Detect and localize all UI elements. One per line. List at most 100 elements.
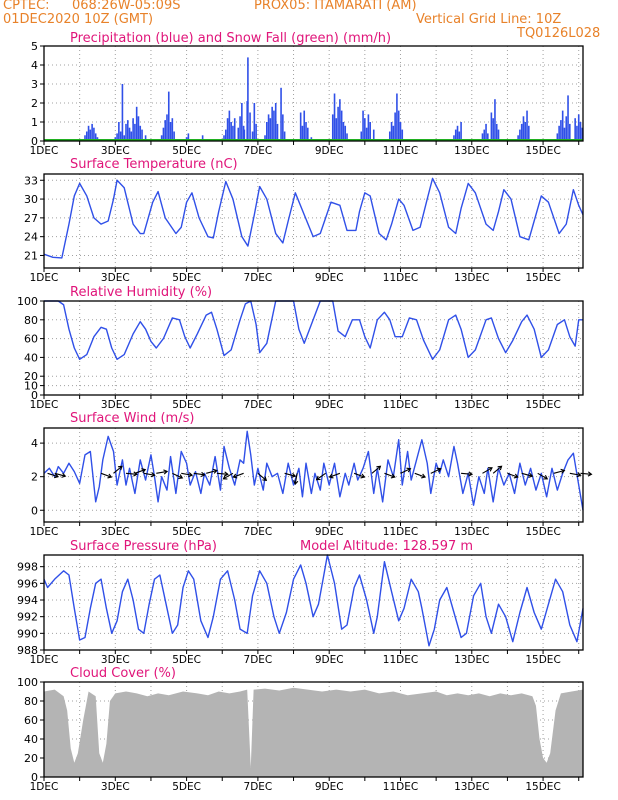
y-tick-label: 60 xyxy=(24,333,38,346)
y-tick-label: 21 xyxy=(24,249,38,262)
precipitation-bar xyxy=(497,129,500,141)
wind-arrow xyxy=(125,471,138,477)
wind-arrow-head xyxy=(188,472,194,478)
x-tick-label: 7DEC xyxy=(244,145,273,157)
y-tick-label: 40 xyxy=(24,351,38,364)
precipitation-bar xyxy=(87,125,90,141)
precipitation-bar xyxy=(226,118,229,141)
precipitation-bar xyxy=(362,110,364,141)
precipitation-bar xyxy=(267,114,270,141)
x-tick-label: 13DEC xyxy=(454,781,489,793)
precipitation-bar xyxy=(401,129,404,141)
panel-frame xyxy=(43,300,584,396)
precipitation-bar xyxy=(331,114,334,141)
precipitation-bar xyxy=(239,116,241,141)
header-grid-line: Vertical Grid Line: 10Z xyxy=(416,12,562,27)
panel-title: Relative Humidity (%) xyxy=(70,285,212,300)
x-tick-label: 9DEC xyxy=(315,781,344,793)
precipitation-bar xyxy=(561,110,564,141)
precipitation-bar xyxy=(89,129,92,141)
y-tick-label: 4 xyxy=(31,59,38,72)
wind-arrow-head xyxy=(528,472,534,478)
y-tick-label: 5 xyxy=(31,40,38,53)
x-tick-label: 13DEC xyxy=(454,145,489,157)
precipitation-bar xyxy=(123,135,126,141)
wind-arrow-head xyxy=(133,471,138,477)
wind-arrow xyxy=(553,468,566,474)
y-tick-label: 60 xyxy=(24,714,38,727)
precipitation-bar xyxy=(579,122,582,141)
precipitation-bar xyxy=(160,135,163,141)
precipitation-bar xyxy=(251,131,254,141)
wind-arrow-head xyxy=(376,465,382,471)
wind-arrow-shaft xyxy=(233,472,244,478)
precipitation-bar xyxy=(93,127,95,141)
wind-arrow xyxy=(284,472,297,478)
x-tick-label: 15DEC xyxy=(525,145,560,157)
precipitation-bar xyxy=(241,103,243,141)
wind-arrow-shaft xyxy=(482,467,493,474)
x-tick-label: 15DEC xyxy=(525,526,560,538)
x-tick-label: 13DEC xyxy=(454,526,489,538)
precipitation-bar xyxy=(166,114,168,141)
y-tick-label: 100 xyxy=(17,676,38,689)
wind-arrow xyxy=(384,472,396,479)
precipitation-bar xyxy=(283,131,286,141)
wind-arrow-shaft xyxy=(284,472,296,477)
x-tick-label: 5DEC xyxy=(172,654,201,666)
wind-arrow xyxy=(257,472,268,482)
y-tick-label: 996 xyxy=(17,577,38,590)
wind-arrow-head xyxy=(406,467,412,473)
precipitation-bar xyxy=(144,135,147,141)
wind-arrow xyxy=(482,467,493,474)
wind-arrow xyxy=(181,472,194,478)
panel-frame xyxy=(43,427,584,523)
y-tick-label: 24 xyxy=(24,231,38,244)
x-tick-label: 11DEC xyxy=(383,399,418,411)
precipitation-bar xyxy=(524,122,527,141)
wind-arrow-head xyxy=(163,469,169,475)
wind-arrow-head xyxy=(543,475,549,480)
wind-arrow-shaft xyxy=(414,472,426,478)
panel-title: Surface Temperature (nC) xyxy=(70,157,238,172)
precipitation-bar xyxy=(141,129,143,141)
x-tick-label: 9DEC xyxy=(315,526,344,538)
precipitation-bar xyxy=(397,110,400,141)
precipitation-bar xyxy=(274,103,277,141)
wind-arrow-head xyxy=(200,471,206,478)
panel-title: Surface Pressure (hPa) xyxy=(70,539,217,554)
header-source: CPTEC: xyxy=(3,0,50,13)
panel-frame xyxy=(43,554,584,651)
wind-arrow-shaft xyxy=(156,470,168,474)
wind-arrow-head xyxy=(141,468,147,474)
precipitation-bar xyxy=(390,122,393,141)
wind-arrow xyxy=(537,472,549,480)
wind-arrow xyxy=(414,472,427,479)
precipitation-bar xyxy=(360,131,363,141)
wind-arrow-shaft xyxy=(521,472,533,477)
y-tick-label: 33 xyxy=(24,174,38,187)
wind-arrow-head xyxy=(293,480,299,486)
precipitation-bar xyxy=(119,131,122,141)
wind-arrow-shaft xyxy=(223,472,234,480)
precipitation-bar xyxy=(135,106,138,141)
precipitation-bar xyxy=(139,125,142,141)
precipitation-bar xyxy=(364,118,366,141)
y-tick-label: 27 xyxy=(24,212,38,225)
x-tick-label: 9DEC xyxy=(315,654,344,666)
precipitation-bar xyxy=(340,110,343,141)
wind-arrow xyxy=(156,469,169,475)
wind-arrow xyxy=(172,472,184,480)
wind-arrow-head xyxy=(421,473,427,479)
wind-arrow xyxy=(193,471,206,478)
wind-arrow-head xyxy=(107,473,113,479)
wind-arrow-shaft xyxy=(400,468,411,474)
precipitation-bar xyxy=(574,118,576,141)
wind-arrow-shaft xyxy=(47,472,59,478)
precipitation-bar xyxy=(522,116,525,141)
precipitation-bar xyxy=(342,122,345,141)
precipitation-bar xyxy=(458,131,461,141)
x-tick-label: 3DEC xyxy=(101,145,130,157)
wind-arrow-shaft xyxy=(430,468,441,474)
precipitation-bar xyxy=(243,129,246,141)
